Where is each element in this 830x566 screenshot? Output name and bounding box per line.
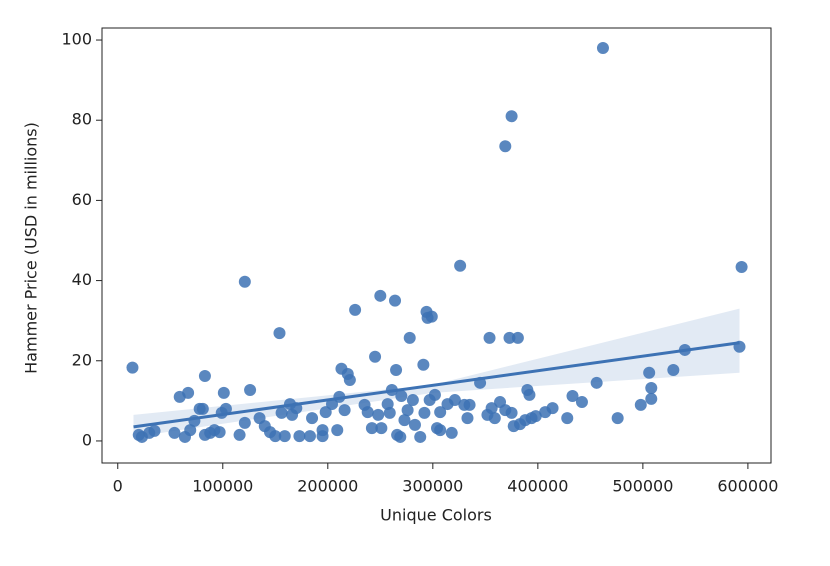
point xyxy=(394,430,407,443)
point xyxy=(148,424,161,437)
point xyxy=(383,406,396,419)
x-tick-label: 300000 xyxy=(402,477,463,496)
point xyxy=(303,430,316,443)
point xyxy=(434,406,447,419)
point xyxy=(505,406,518,419)
point xyxy=(219,402,232,415)
point xyxy=(306,412,319,425)
point xyxy=(168,426,181,439)
point xyxy=(182,386,195,399)
point xyxy=(238,275,251,288)
point xyxy=(735,260,748,273)
point xyxy=(566,390,579,403)
point xyxy=(184,424,197,437)
point xyxy=(445,426,458,439)
point xyxy=(645,382,658,395)
point xyxy=(338,404,351,417)
point xyxy=(238,416,251,429)
point xyxy=(448,394,461,407)
point xyxy=(278,430,291,443)
point xyxy=(645,392,658,405)
point xyxy=(343,374,356,387)
x-axis-label: Unique Colors xyxy=(380,506,492,525)
point xyxy=(503,331,516,344)
point xyxy=(389,294,402,307)
point xyxy=(408,418,421,431)
point xyxy=(273,327,286,340)
point xyxy=(643,366,656,379)
y-tick-label: 0 xyxy=(82,430,92,449)
y-tick-label: 20 xyxy=(72,350,92,369)
x-tick-label: 400000 xyxy=(507,477,568,496)
regression-line xyxy=(133,341,740,429)
point xyxy=(590,376,603,389)
point xyxy=(349,303,362,316)
point xyxy=(406,394,419,407)
point xyxy=(511,331,524,344)
point xyxy=(269,430,282,443)
point xyxy=(454,259,467,272)
point xyxy=(611,412,624,425)
x-tick-label: 100000 xyxy=(192,477,253,496)
point xyxy=(488,412,501,425)
point xyxy=(196,402,209,415)
point xyxy=(428,388,441,401)
point xyxy=(461,412,474,425)
y-tick-label: 100 xyxy=(61,30,92,49)
point xyxy=(546,402,559,415)
point xyxy=(463,398,476,411)
point xyxy=(213,426,226,439)
x-tick-label: 0 xyxy=(113,477,123,496)
point xyxy=(499,140,512,153)
point xyxy=(505,110,518,123)
point xyxy=(667,363,680,376)
point xyxy=(233,428,246,441)
point xyxy=(369,350,382,363)
point xyxy=(634,398,647,411)
point xyxy=(275,406,288,419)
y-tick-label: 60 xyxy=(72,190,92,209)
point xyxy=(361,406,374,419)
point xyxy=(485,402,498,415)
point xyxy=(374,289,387,302)
y-tick-label: 40 xyxy=(72,270,92,289)
point xyxy=(403,331,416,344)
point xyxy=(372,408,385,421)
point xyxy=(596,42,609,55)
point xyxy=(398,414,411,427)
x-tick-label: 200000 xyxy=(297,477,358,496)
point xyxy=(126,361,139,374)
point xyxy=(417,358,430,371)
point xyxy=(483,331,496,344)
point xyxy=(401,404,414,417)
point xyxy=(390,363,403,376)
y-tick-label: 80 xyxy=(72,110,92,129)
y-axis-label: Hammer Price (USD in millions) xyxy=(22,122,41,374)
point xyxy=(561,412,574,425)
point xyxy=(316,424,329,437)
point xyxy=(244,384,257,397)
point xyxy=(365,422,378,435)
plot-frame xyxy=(101,27,772,464)
x-tick-label: 500000 xyxy=(612,477,673,496)
point xyxy=(414,430,427,443)
point xyxy=(529,410,542,423)
point xyxy=(418,406,431,419)
point xyxy=(319,406,332,419)
x-tick-label: 600000 xyxy=(717,477,778,496)
point xyxy=(523,388,536,401)
point xyxy=(331,424,344,437)
point xyxy=(425,310,438,323)
point xyxy=(575,396,588,409)
point xyxy=(434,424,447,437)
point xyxy=(198,370,211,382)
point xyxy=(395,390,408,403)
point xyxy=(217,386,230,399)
point xyxy=(375,422,388,435)
point xyxy=(293,430,306,443)
